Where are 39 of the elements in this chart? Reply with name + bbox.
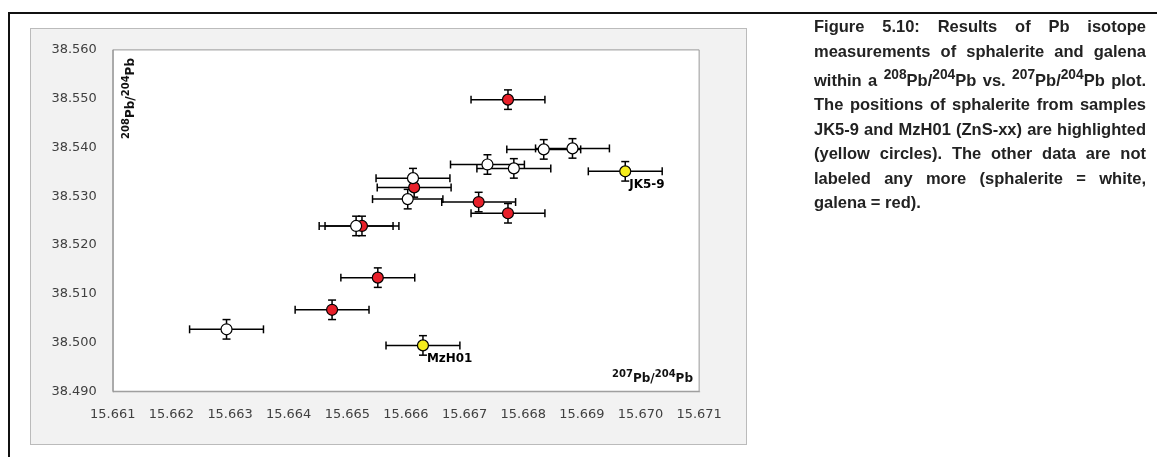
point <box>472 195 485 209</box>
x-tick-label: 15.667 <box>441 406 488 422</box>
y-tick-label: 38.540 <box>51 138 97 154</box>
y-tick-label: 38.560 <box>51 41 97 57</box>
point <box>325 303 339 316</box>
annotation: MzH01 <box>426 351 473 366</box>
point <box>406 172 420 185</box>
point <box>507 162 520 175</box>
x-tick-label: 15.662 <box>148 406 195 422</box>
y-tick-label: 38.550 <box>51 90 97 106</box>
annotation: JK5-9 <box>628 177 665 192</box>
x-tick-label: 15.671 <box>676 406 722 422</box>
point <box>501 93 515 106</box>
x-axis-title: $^{207}$Pb/$^{204}$Pb <box>612 368 693 385</box>
point <box>408 181 421 194</box>
x-tick-label: 15.670 <box>617 406 664 422</box>
point <box>537 143 550 156</box>
x-tick-label: 15.665 <box>324 406 370 422</box>
point <box>220 323 233 336</box>
point <box>481 158 494 171</box>
point <box>566 142 579 155</box>
point <box>501 207 515 220</box>
x-tick-label: 15.663 <box>207 406 253 422</box>
point <box>416 339 430 352</box>
y-tick-label: 38.510 <box>51 285 97 301</box>
x-tick-label: 15.664 <box>266 406 312 422</box>
text: Figure 5.10: Results of Pb isotope measurements of sphalerite and galena within a $^{208}$Pb/$^{204}$Pb vs. $^{207}$Pb/$^{204}$Pb plot. The positions of sphalerite from samples JK5-9 and MzH01 (ZnS-xx) are highlighted (yellow circles). The other data are not labeled any more (sphalerite = white, galena = red). <box>814 17 1146 211</box>
x-tick-label: 15.666 <box>383 406 429 422</box>
y-tick-label: 38.500 <box>51 333 97 349</box>
x-tick-label: 15.669 <box>559 406 605 422</box>
point <box>619 165 632 178</box>
point <box>401 193 414 206</box>
point <box>371 271 384 284</box>
y-tick-label: 38.530 <box>51 187 97 203</box>
y-tick-label: 38.490 <box>51 382 97 398</box>
x-tick-label: 15.668 <box>500 406 546 422</box>
y-tick-label: 38.520 <box>51 236 97 252</box>
x-tick-label: 15.661 <box>90 406 136 422</box>
point <box>350 219 363 233</box>
